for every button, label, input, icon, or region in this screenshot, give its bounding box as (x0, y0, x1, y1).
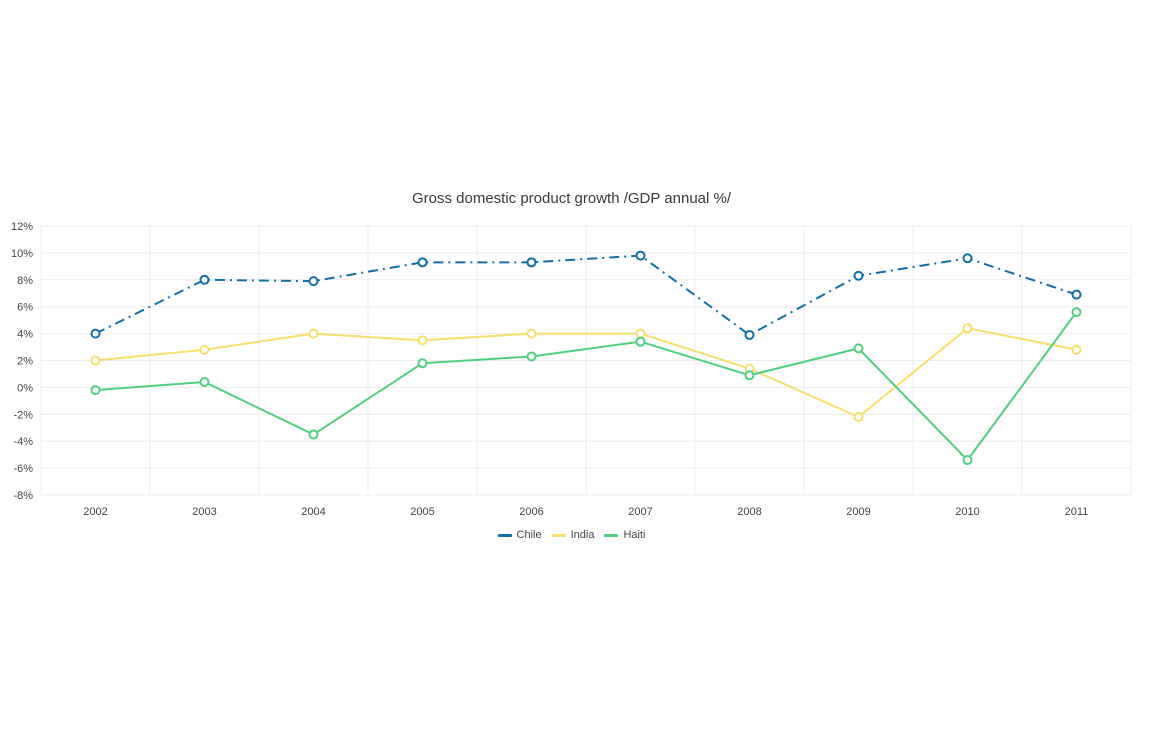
data-point (635, 336, 646, 347)
data-point (853, 270, 864, 281)
series-line (95, 311, 1078, 462)
x-tick-label: 2009 (846, 506, 870, 518)
data-point (308, 328, 319, 339)
y-tick-label: -6% (13, 463, 33, 475)
data-point (90, 385, 101, 396)
x-tick-label: 2003 (192, 506, 216, 518)
data-point (1071, 307, 1082, 318)
data-point (417, 358, 428, 369)
data-point (417, 257, 428, 268)
data-point (526, 328, 537, 339)
data-point (199, 274, 210, 285)
legend-label: Haiti (623, 529, 646, 541)
y-tick-label: 10% (11, 248, 33, 260)
data-point (526, 351, 537, 362)
x-tick-label: 2006 (519, 506, 543, 518)
y-tick-label: -8% (13, 490, 33, 502)
axes: 12% 10% 8% 6% 4% 2% 0% -2% -4% -6% -8% 2002 2003 2004… (11, 221, 1088, 518)
series-line (95, 254, 1077, 336)
data-point (199, 377, 210, 388)
x-tick-label: 2002 (83, 506, 107, 518)
data-point (635, 250, 646, 261)
series-lines (90, 250, 1082, 466)
x-tick-label: 2005 (410, 506, 434, 518)
legend-label: India (570, 529, 595, 541)
data-point (526, 257, 537, 268)
legend-item[interactable]: Chile (497, 529, 542, 541)
legend-label: Chile (516, 529, 542, 541)
x-tick-label: 2004 (301, 506, 325, 518)
series-line (95, 327, 1077, 418)
data-point (90, 328, 101, 339)
data-point (308, 276, 319, 287)
y-tick-label: 2% (17, 356, 33, 368)
legend-item[interactable]: Haiti (604, 529, 645, 541)
data-point (744, 370, 755, 381)
series-india (90, 323, 1082, 422)
x-tick-label: 2010 (955, 506, 979, 518)
legend-item[interactable]: India (551, 529, 595, 541)
y-tick-label: 8% (17, 275, 33, 287)
data-point (1071, 289, 1082, 300)
data-point (199, 344, 210, 355)
data-point (853, 343, 864, 354)
y-tick-label: 0% (17, 382, 33, 394)
y-tick-label: -2% (13, 409, 33, 421)
y-tick-label: 6% (17, 302, 33, 314)
data-point (853, 411, 864, 422)
x-tick-label: 2011 (1065, 506, 1089, 518)
data-point (1071, 344, 1082, 355)
data-point (308, 429, 319, 440)
y-tick-label: -4% (13, 436, 33, 448)
y-tick-label: 12% (11, 221, 33, 233)
y-tick-label: 4% (17, 329, 33, 341)
data-point (962, 455, 973, 466)
x-tick-label: 2008 (737, 506, 761, 518)
chart-title: Gross domestic product growth /GDP annua… (411, 190, 732, 207)
series-haiti (90, 307, 1082, 466)
data-point (744, 329, 755, 340)
data-point (90, 355, 101, 366)
legend: Chile India Haiti (0, 529, 1143, 541)
grid-lines (40, 225, 1132, 496)
data-point (962, 253, 973, 264)
data-point (962, 323, 973, 334)
data-point (635, 328, 646, 339)
data-point (417, 335, 428, 346)
legend-swatch (497, 533, 512, 537)
series-chile (90, 250, 1082, 340)
legend-swatch (604, 533, 619, 537)
x-tick-label: 2007 (628, 506, 652, 518)
legend-swatch (551, 533, 566, 537)
